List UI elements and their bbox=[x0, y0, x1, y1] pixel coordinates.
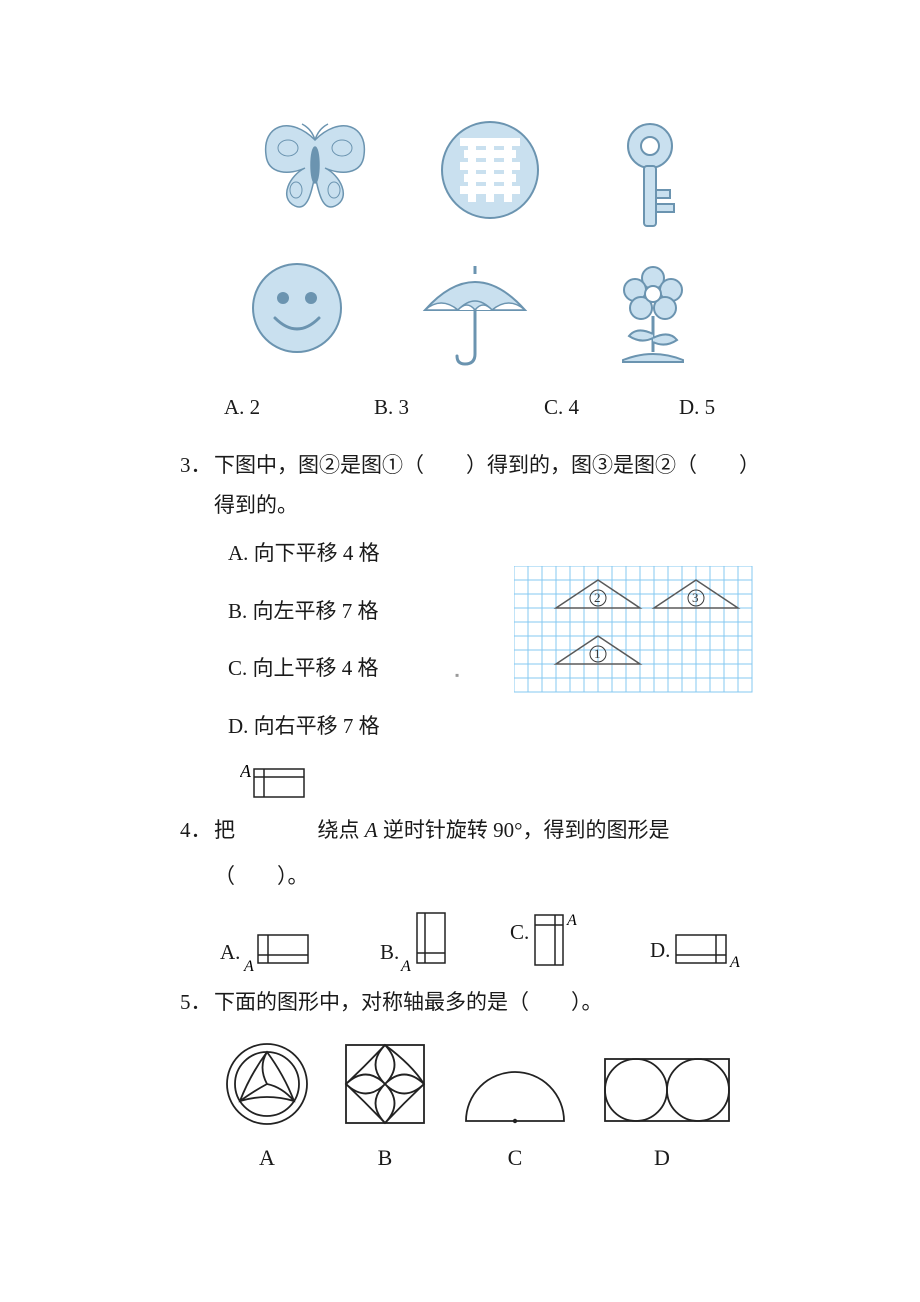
q3-number: 3． bbox=[180, 446, 214, 486]
q4-opt-b-label: B. bbox=[380, 933, 399, 973]
svg-text:A: A bbox=[240, 765, 252, 781]
question-4: A 4． 把 绕点 A 逆时针旋转 90°，得到的图形是 （ ）。 A. A bbox=[180, 765, 770, 973]
q3-option-d: D. 向右平移 7 格 bbox=[228, 707, 770, 747]
q2-option-d: D. 5 bbox=[679, 388, 715, 428]
q3-stem-line2: 得到的。 bbox=[214, 486, 770, 526]
q5-shapes bbox=[224, 1041, 770, 1127]
q5-label-b: B bbox=[342, 1137, 428, 1179]
q5-label-d: D bbox=[602, 1137, 722, 1179]
q5-labels: A B C D bbox=[224, 1137, 770, 1179]
q3-grid-figure: 2 3 1 bbox=[514, 566, 760, 700]
icon-row-2 bbox=[249, 260, 701, 370]
q4-opt-b-shape: A bbox=[399, 911, 453, 973]
q4-options: A. A B. A C. bbox=[220, 911, 770, 973]
svg-text:A: A bbox=[400, 958, 411, 973]
symmetry-icon-grid bbox=[180, 120, 770, 370]
q2-option-c: C. 4 bbox=[544, 388, 679, 428]
q4-point-A: A bbox=[365, 818, 378, 842]
svg-text:A: A bbox=[243, 958, 254, 973]
q4-opt-a-label: A. bbox=[220, 933, 240, 973]
q2-options: A. 2 B. 3 C. 4 D. 5 bbox=[220, 388, 770, 428]
q4-source-shape: A bbox=[240, 765, 306, 805]
q5-label-a: A bbox=[224, 1137, 310, 1179]
q5-number: 5． bbox=[180, 983, 214, 1023]
butterfly-icon bbox=[260, 120, 370, 230]
q4-opt-c-shape: A bbox=[529, 911, 585, 973]
q5-shape-a bbox=[224, 1041, 310, 1127]
q4-paren: （ ）。 bbox=[214, 857, 770, 897]
umbrella-icon bbox=[415, 260, 535, 370]
q4-opt-c-label: C. bbox=[510, 913, 529, 953]
key-icon bbox=[610, 120, 690, 230]
q5-shape-c bbox=[460, 1065, 570, 1127]
q5-shape-d bbox=[602, 1053, 732, 1127]
flower-icon bbox=[605, 260, 701, 370]
smiley-icon bbox=[249, 260, 345, 370]
q4-opt-d-label: D. bbox=[650, 931, 670, 971]
double-happiness-icon bbox=[440, 120, 540, 230]
q2-option-b: B. 3 bbox=[374, 388, 544, 428]
icon-row-1 bbox=[260, 120, 690, 230]
svg-text:2: 2 bbox=[594, 590, 601, 605]
svg-text:A: A bbox=[729, 954, 740, 971]
question-5: 5． 下面的图形中，对称轴最多的是（ ）。 bbox=[180, 983, 770, 1179]
q3-stem-line1: 下图中，图②是图①（ ）得到的，图③是图②（ ） bbox=[214, 446, 760, 486]
q2-option-a: A. 2 bbox=[224, 388, 374, 428]
q5-label-c: C bbox=[460, 1137, 570, 1179]
q4-number: 4． bbox=[180, 811, 214, 851]
svg-text:1: 1 bbox=[594, 646, 601, 661]
q4-stem-pre: 把 bbox=[214, 818, 235, 842]
q4-opt-d-shape: A bbox=[670, 929, 752, 973]
q5-stem: 下面的图形中，对称轴最多的是（ ）。 bbox=[214, 983, 603, 1023]
q4-stem-after: 逆时针旋转 90°，得到的图形是 bbox=[378, 818, 670, 842]
q4-opt-a-shape: A bbox=[240, 929, 310, 973]
q4-stem-mid: 绕点 bbox=[318, 818, 365, 842]
q5-shape-b bbox=[342, 1041, 428, 1127]
svg-text:A: A bbox=[566, 912, 577, 929]
svg-text:3: 3 bbox=[692, 590, 699, 605]
center-marker: ▪ bbox=[455, 664, 459, 687]
